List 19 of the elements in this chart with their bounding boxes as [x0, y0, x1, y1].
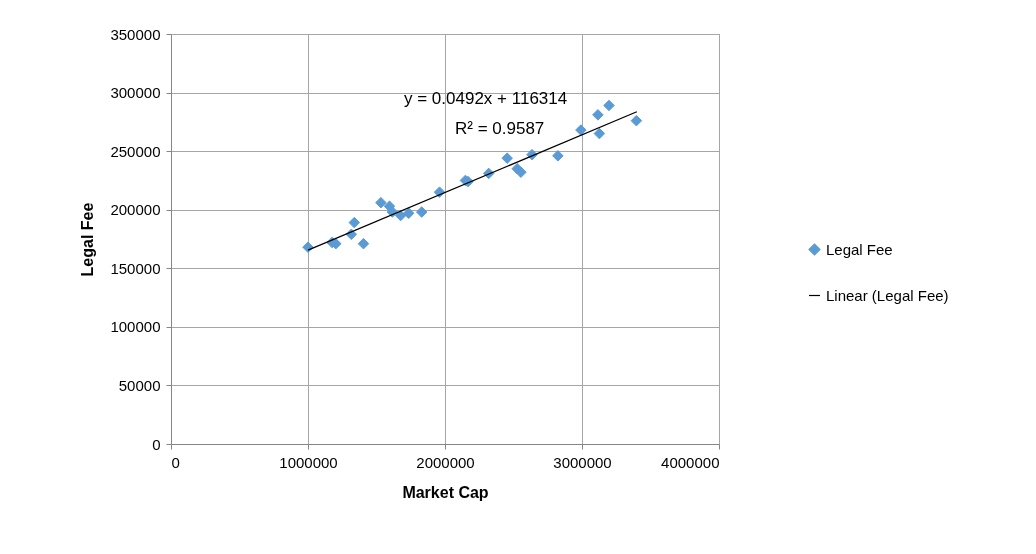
y-tick-label: 150000: [110, 259, 161, 277]
x-tick-label: 3000000: [553, 453, 612, 471]
y-tick-label: 350000: [110, 25, 161, 43]
annotation: R² = 0.9587: [455, 119, 545, 138]
x-axis-title: Market Cap: [402, 483, 489, 501]
x-tick-label: 4000000: [661, 453, 720, 471]
x-tick-label: 0: [171, 453, 180, 471]
x-tick-label: 1000000: [279, 453, 338, 471]
y-tick-label: 100000: [110, 318, 161, 336]
y-tick-label: 0: [152, 435, 161, 453]
annotation: y = 0.0492x + 116314: [404, 89, 568, 108]
y-tick-label: 250000: [110, 142, 161, 160]
legend-label: Legal Fee: [826, 240, 893, 258]
y-tick-label: 300000: [110, 84, 161, 102]
y-axis-title: Legal Fee: [79, 202, 97, 277]
legend-label: Linear (Legal Fee): [826, 286, 949, 304]
y-tick-label: 200000: [110, 201, 161, 219]
x-tick-label: 2000000: [416, 453, 475, 471]
y-tick-label: 50000: [118, 376, 161, 394]
